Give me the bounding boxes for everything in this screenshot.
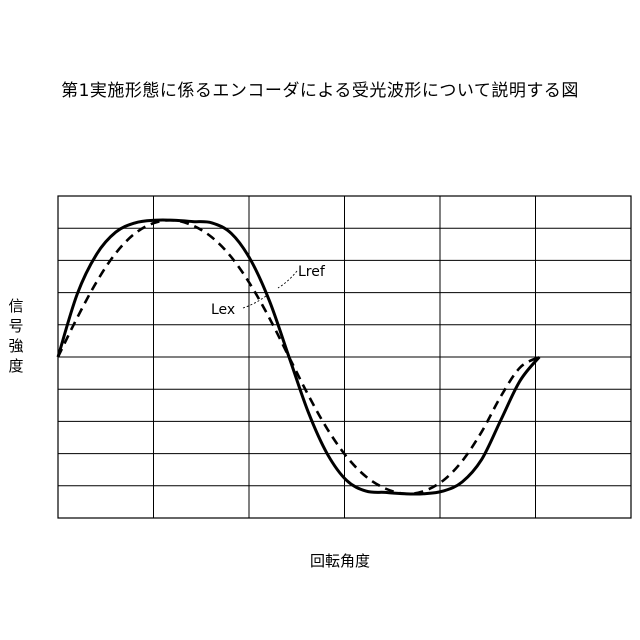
chart-grid [58,196,631,518]
series-label-lref: Lref [298,264,326,280]
series-label-lex: Lex [211,302,235,318]
lref-callout-line [278,271,297,288]
